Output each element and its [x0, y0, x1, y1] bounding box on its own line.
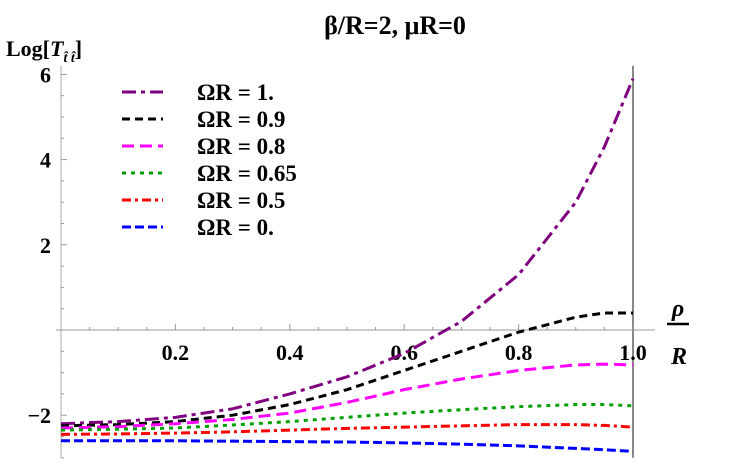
legend-label: ΩR = 1. [197, 80, 274, 105]
y-tick-label: 2 [40, 233, 51, 258]
legend-label: ΩR = 0.9 [197, 107, 285, 132]
legend-label: ΩR = 0.8 [197, 134, 285, 159]
x-tick-label: 0.6 [390, 340, 418, 365]
legend-label: ΩR = 0.5 [197, 188, 285, 213]
x-tick-label: 0.4 [276, 340, 304, 365]
series-line [60, 362, 634, 430]
series-line [60, 423, 634, 436]
x-tick-label: 0.2 [162, 340, 190, 365]
series-line [60, 403, 634, 432]
y-axis-label: Log[Tt̂ t̂] [6, 36, 82, 66]
x-axis-label-numerator: ρ [671, 296, 684, 322]
chart-title: β/R=2, μR=0 [324, 11, 466, 40]
y-tick-label: 6 [40, 62, 51, 87]
series-line [60, 311, 633, 428]
x-tick-label: 1.0 [619, 340, 647, 365]
legend-label: ΩR = 0.65 [197, 161, 297, 186]
legend-label: ΩR = 0. [197, 215, 274, 240]
y-tick-label: 4 [40, 148, 51, 173]
series-line [60, 78, 635, 426]
y-tick-label: −2 [27, 403, 51, 428]
x-axis-label-denominator: R [670, 344, 687, 370]
x-tick-label: 0.8 [505, 340, 533, 365]
series-line [61, 439, 634, 453]
